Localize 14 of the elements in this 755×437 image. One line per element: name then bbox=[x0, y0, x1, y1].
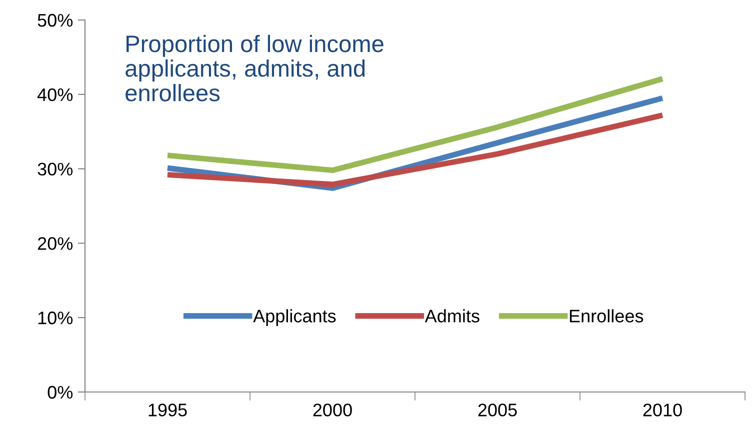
y-tick-label: 40% bbox=[37, 88, 73, 102]
x-tick-label: 2010 bbox=[643, 404, 682, 416]
text: Proportion of low income applicants, admits, and enrollees bbox=[126, 34, 384, 102]
y-tick-label: 0% bbox=[48, 386, 73, 399]
x-tick-label: 1995 bbox=[148, 404, 187, 416]
legend-label: Enrollees bbox=[570, 309, 644, 322]
x-tick-label: 2000 bbox=[313, 404, 352, 416]
x-tick-label: 2005 bbox=[478, 404, 517, 416]
y-tick-label: 10% bbox=[38, 312, 73, 324]
y-tick-label: 50% bbox=[38, 14, 73, 27]
y-tick-label: 30% bbox=[38, 162, 73, 176]
y-tick-label: 20% bbox=[38, 237, 73, 250]
legend-label: Admits bbox=[424, 309, 480, 322]
legend-label: Applicants bbox=[253, 309, 336, 326]
